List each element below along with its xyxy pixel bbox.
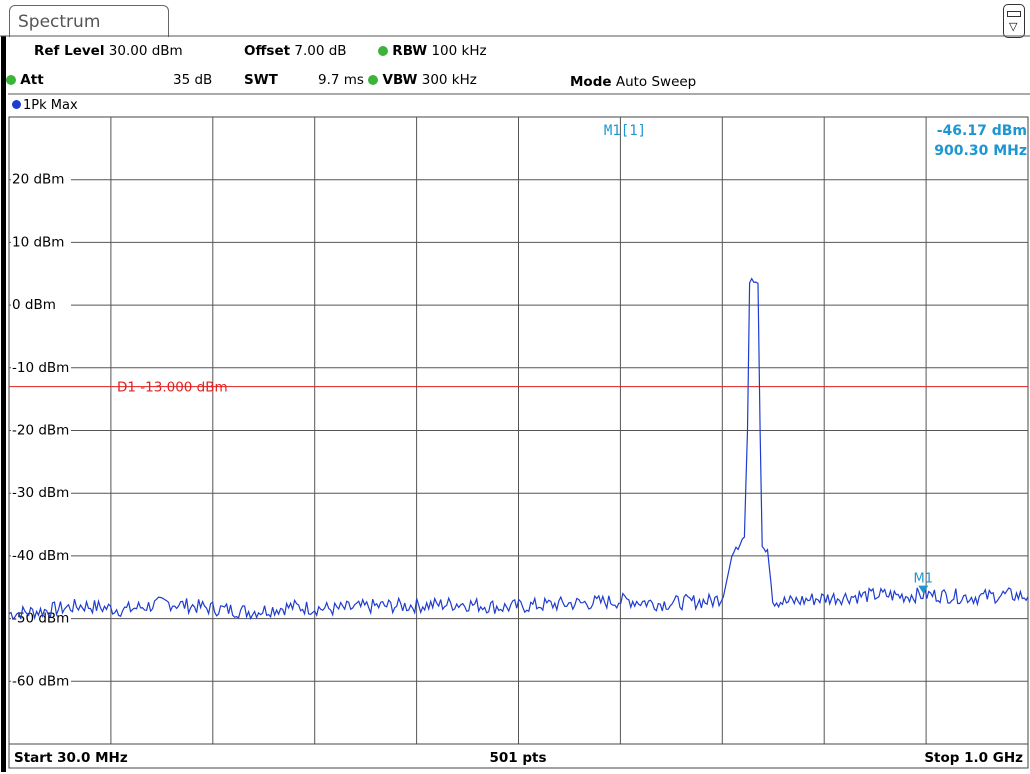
rbw-setting: RBW 100 kHz [378,43,487,59]
grid [9,117,1028,744]
marker-m1: M1 [914,572,934,594]
y-tick-label: -10 dBm [12,360,69,376]
y-tick-label: -40 dBm [12,548,69,564]
y-tick-label-bg [11,353,71,369]
display-line-label: D1 -13.000 dBm [117,380,228,396]
att-coupled-indicator [6,75,16,85]
left-frame-bar [1,36,6,772]
y-tick-label-bg [11,479,71,495]
swt-setting: SWT [244,72,278,88]
trace-line [8,277,1029,621]
mode-setting: Mode Auto Sweep [570,74,697,90]
y-tick-label-bg [11,667,71,683]
y-tick-label: 0 dBm [12,297,56,313]
y-tick-label: -50 dBm [12,611,69,627]
y-tick-label: -30 dBm [12,485,69,501]
marker-level: -46.17 dBm [937,123,1027,139]
y-tick-label: -60 dBm [12,673,69,689]
swt-value: 9.7 ms VBW 300 kHz [318,72,477,88]
footer-bar [8,743,1029,769]
toolbar-toggle-icon[interactable]: ▽ [1003,4,1025,38]
y-tick-label: 10 dBm [12,234,64,250]
y-tick-label-bg [11,228,71,244]
y-tick-label-bg [11,541,71,557]
y-tick-label-bg [11,291,71,307]
spectrum-tab[interactable]: Spectrum [9,5,169,37]
offset-setting: Offset 7.00 dB [244,43,347,59]
footer-points: 501 pts [489,750,546,766]
marker-m1-label: M1 [914,572,934,587]
trace-indicator-icon [12,100,21,109]
att-value: 35 dB [173,72,213,88]
att-setting: Att [6,72,44,88]
y-tick-label: 20 dBm [12,172,64,188]
y-tick-label-bg [11,416,71,432]
vbw-coupled-indicator [368,75,379,85]
footer-start: Start 30.0 MHz [14,750,128,766]
y-tick-labels: 20 dBm 10 dBm 0 dBm -10 dBm -20 dBm -30 dBm -4… [11,165,71,689]
marker-header: M1[1] [604,123,646,139]
marker-m1-triangle-icon [918,585,929,594]
spectrum-tab-label: Spectrum [18,12,101,32]
trace-label: 1Pk Max [12,98,78,114]
ref-level-setting: Ref Level 30.00 dBm [34,43,183,59]
y-tick-label-bg [11,165,71,181]
marker-frequency: 900.30 MHz [934,143,1027,159]
y-tick-label: -20 dBm [12,423,69,439]
rbw-coupled-indicator [378,46,388,56]
footer-stop: Stop 1.0 GHz [924,750,1023,766]
